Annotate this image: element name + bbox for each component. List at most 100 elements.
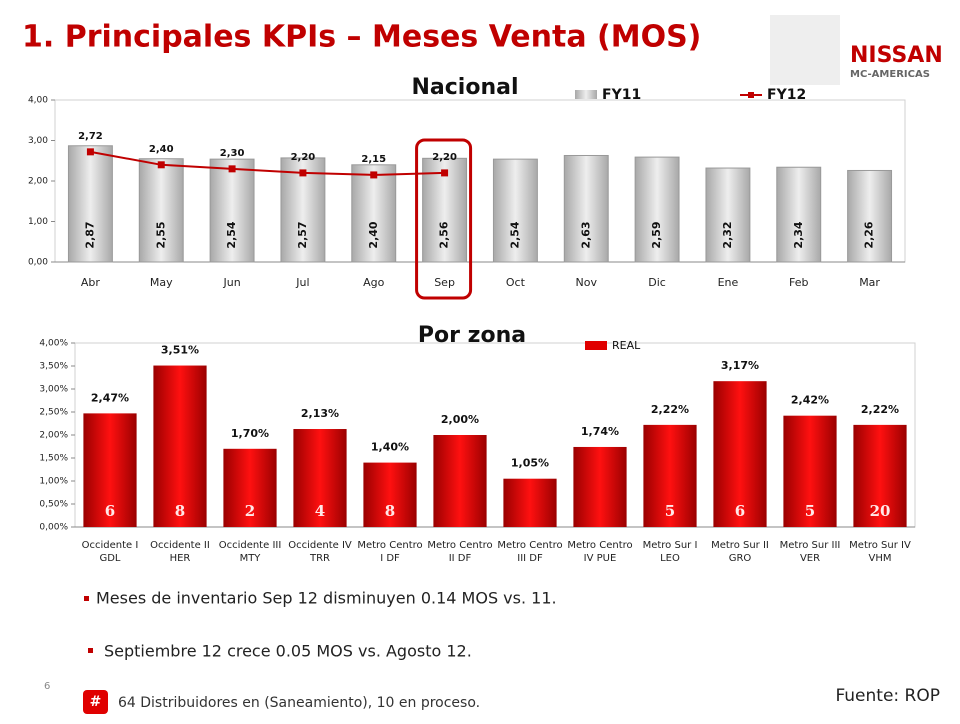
bar (634, 156, 680, 263)
x-tick-label: MTY (240, 553, 262, 564)
logo-map (770, 15, 840, 85)
point-value-label: 2,30 (220, 148, 245, 159)
bar-value-label: 2,42% (791, 394, 829, 407)
y-tick-label: 1,00 (28, 217, 48, 227)
x-tick-label: Mar (859, 276, 880, 289)
bar (209, 158, 255, 263)
slide-title: 1. Principales KPIs – Meses Venta (MOS) (22, 20, 701, 55)
legend-label: FY11 (602, 87, 641, 103)
bar-inner-label: 8 (385, 502, 395, 520)
y-tick-label: 2,50% (39, 408, 68, 418)
bar-inner-label: 6 (105, 502, 115, 520)
badge (83, 690, 108, 714)
badge-text: # (90, 694, 102, 710)
chart-title: Por zona (418, 323, 526, 348)
bar-value-label: 2,00% (441, 413, 479, 426)
x-tick-label: Occidente III (219, 540, 282, 551)
x-tick-label: Metro Centro (567, 540, 632, 551)
bar-value-label: 2,55 (154, 221, 167, 248)
y-tick-label: 3,00% (39, 385, 68, 395)
x-tick-label: IV PUE (584, 553, 617, 564)
y-tick-label: 3,00 (28, 136, 48, 146)
point-value-label: 2,15 (361, 154, 386, 165)
bar (433, 435, 487, 527)
x-tick-label: Occidente IV (288, 540, 352, 551)
x-tick-label: Occidente II (150, 540, 210, 551)
bar-value-label: 2,54 (225, 221, 238, 248)
bar-value-label: 2,32 (721, 221, 734, 248)
bar (705, 167, 751, 263)
y-tick-label: 2,00% (39, 431, 68, 441)
x-tick-label: GDL (99, 553, 120, 564)
x-tick-label: Metro Sur III (780, 540, 841, 551)
footer-note: 64 Distribuidores en (Saneamiento), 10 e… (118, 695, 480, 711)
bar (138, 158, 184, 263)
x-tick-label: Occidente I (82, 540, 139, 551)
logo: NISSAN MC-AMERICAS (770, 15, 943, 85)
y-tick-label: 1,50% (39, 454, 68, 464)
point-value-label: 2,72 (78, 131, 103, 142)
x-tick-label: Metro Sur II (711, 540, 769, 551)
bullet-text: Septiembre 12 crece 0.05 MOS vs. Agosto … (104, 642, 472, 661)
x-tick-label: Ene (718, 276, 739, 289)
y-tick-label: 2,00 (28, 177, 48, 187)
legend-marker (748, 92, 754, 98)
bar-value-label: 2,34 (792, 221, 805, 248)
x-tick-label: Metro Sur IV (849, 540, 911, 551)
x-tick-label: VHM (869, 553, 892, 564)
bar-value-label: 1,70% (231, 427, 269, 440)
bar (713, 381, 767, 527)
bar (783, 415, 837, 527)
bar-value-label: 2,57 (296, 221, 309, 248)
legend-swatch (585, 341, 607, 350)
x-tick-label: VER (800, 553, 820, 564)
bar (643, 424, 697, 527)
bar-value-label: 2,13% (301, 407, 339, 420)
x-tick-label: Dic (648, 276, 666, 289)
bar-value-label: 2,63 (579, 221, 592, 248)
bar-value-label: 2,54 (508, 221, 521, 248)
bar (776, 166, 822, 263)
source: Fuente: ROP (835, 686, 940, 706)
bar (573, 446, 627, 527)
bar (293, 429, 347, 527)
bar-value-label: 2,87 (83, 221, 96, 248)
logo-brand: NISSAN (850, 43, 943, 68)
point-value-label: 2,40 (149, 144, 174, 155)
bullet-square (84, 596, 89, 601)
bar-value-label: 1,05% (511, 457, 549, 470)
bar-inner-label: 4 (315, 502, 325, 520)
bar-value-label: 2,59 (650, 221, 663, 248)
x-tick-label: Sep (434, 276, 455, 289)
point (157, 161, 165, 169)
bar-inner-label: 5 (665, 502, 675, 520)
legend-label: REAL (612, 339, 641, 352)
legend-label: FY12 (767, 87, 806, 103)
legend-swatch (575, 90, 597, 99)
x-tick-label: Metro Centro (427, 540, 492, 551)
x-tick-label: Metro Sur I (643, 540, 698, 551)
x-tick-label: Oct (506, 276, 526, 289)
bar-value-label: 2,26 (863, 221, 876, 248)
bar-value-label: 2,40 (367, 221, 380, 248)
y-tick-label: 0,00% (39, 523, 68, 533)
y-tick-label: 4,00 (28, 96, 48, 106)
bullet-square (88, 648, 93, 653)
line (90, 150, 445, 176)
x-tick-label: II DF (449, 553, 472, 564)
x-tick-label: III DF (517, 553, 543, 564)
x-tick-label: I DF (380, 553, 400, 564)
bar-value-label: 2,47% (91, 391, 129, 404)
point-value-label: 2,20 (432, 152, 457, 163)
y-tick-label: 4,00% (39, 339, 68, 349)
y-tick-label: 0,00 (28, 258, 48, 268)
highlight-box (415, 138, 473, 300)
x-tick-label: Nov (576, 276, 598, 289)
y-tick-label: 3,50% (39, 362, 68, 372)
bar (67, 145, 113, 263)
chart-title: Nacional (411, 75, 518, 100)
point (370, 171, 378, 179)
x-tick-label: May (150, 276, 173, 289)
x-tick-label: Jun (222, 276, 240, 289)
